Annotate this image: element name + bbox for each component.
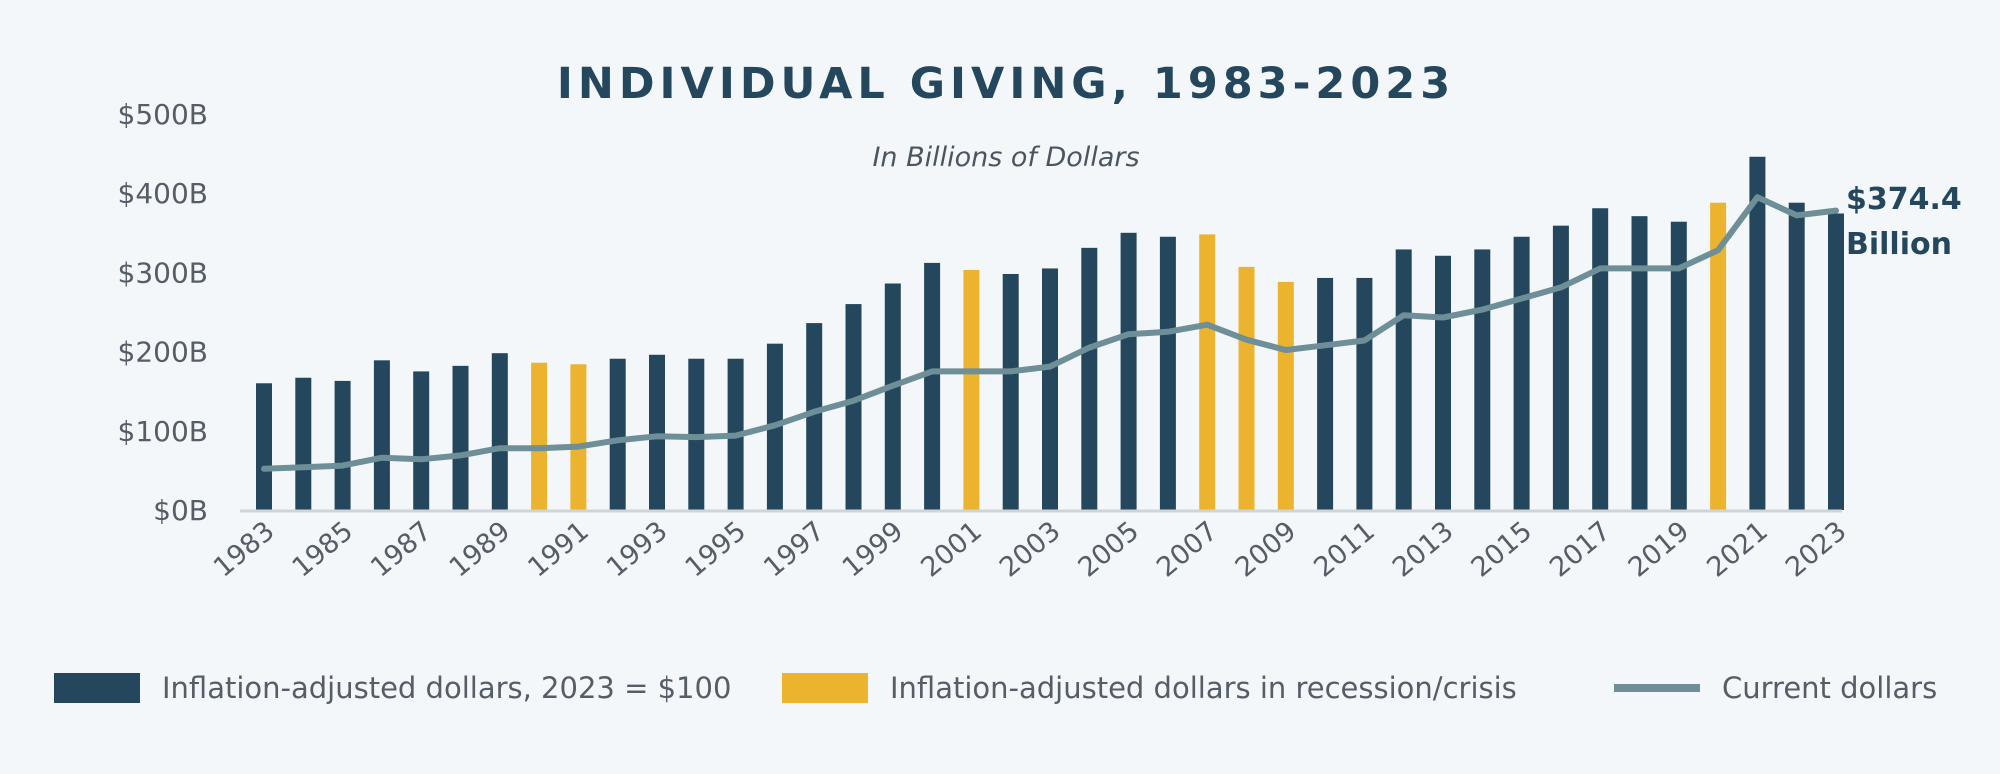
bar-2019 — [1670, 221, 1687, 510]
legend-swatch-navy — [54, 673, 140, 703]
x-tick-label: 2013 — [1387, 516, 1460, 584]
current-dollars-line — [261, 194, 1839, 472]
y-tick-label: $0B — [153, 494, 208, 527]
bar-1984 — [295, 377, 312, 510]
legend-swatch-line — [1614, 684, 1700, 692]
x-tick-label: 1987 — [365, 516, 438, 584]
legend-label-current-dollars: Current dollars — [1722, 671, 1938, 705]
x-tick-label: 2011 — [1308, 516, 1381, 584]
x-tick-label: 2015 — [1466, 516, 1539, 584]
x-tick-label: 1995 — [680, 516, 753, 584]
bar-1999 — [884, 283, 901, 510]
chart-subtitle: In Billions of Dollars — [872, 142, 1139, 173]
bars — [256, 156, 1844, 511]
y-tick-label: $300B — [118, 256, 208, 289]
bar-recession-2008 — [1238, 266, 1255, 510]
legend-item-inflation-adjusted: Inflation-adjusted dollars, 2023 = $100 — [54, 660, 731, 716]
legend-label-recession: Inflation-adjusted dollars in recession/… — [890, 671, 1517, 705]
bar-1988 — [452, 365, 469, 510]
x-tick-label: 1983 — [208, 516, 281, 584]
bar-2018 — [1631, 216, 1648, 510]
x-tick-label: 2007 — [1151, 516, 1224, 584]
chart-title: INDIVIDUAL GIVING, 1983-2023 — [557, 59, 1455, 109]
legend-item-recession: Inflation-adjusted dollars in recession/… — [782, 660, 1517, 716]
x-tick-label: 1991 — [522, 516, 595, 584]
bar-2002 — [1002, 273, 1019, 510]
bar-2006 — [1159, 236, 1176, 510]
bar-recession-2009 — [1277, 281, 1294, 510]
x-tick-label: 1993 — [601, 516, 674, 584]
bar-2013 — [1435, 255, 1451, 510]
bar-2014 — [1474, 249, 1491, 510]
x-tick-label: 1985 — [287, 516, 360, 584]
y-tick-label: $400B — [118, 177, 208, 210]
end-value-annotation-unit: Billion — [1846, 227, 1952, 262]
x-tick-label: 1999 — [837, 516, 910, 584]
x-axis: 1983 1985 1987 1989 1991 1993 1995 1997 1999 2001… — [208, 516, 1853, 584]
x-tick-label: 1997 — [758, 516, 831, 584]
x-tick-label: 2001 — [915, 516, 988, 584]
x-tick-label: 2003 — [994, 516, 1067, 584]
bar-recession-2001 — [963, 270, 980, 510]
bar-2012 — [1395, 249, 1412, 510]
bar-1993 — [649, 354, 665, 510]
bar-recession-2007 — [1199, 234, 1216, 510]
bar-2017 — [1592, 208, 1609, 511]
bar-2005 — [1120, 232, 1137, 511]
bar-1983 — [256, 383, 272, 510]
x-tick-label: 1989 — [444, 516, 517, 584]
x-tick-label: 2005 — [1073, 516, 1146, 584]
x-tick-label: 2017 — [1544, 516, 1617, 584]
bar-2000 — [924, 262, 941, 510]
bar-2022 — [1788, 202, 1805, 511]
y-tick-label: $200B — [118, 336, 208, 369]
bar-2015 — [1513, 236, 1530, 510]
x-tick-label: 2023 — [1780, 516, 1853, 584]
current-dollars-line-group — [261, 194, 1839, 472]
bar-2010 — [1317, 277, 1334, 510]
bar-2011 — [1356, 277, 1373, 510]
bar-2021 — [1749, 156, 1766, 510]
bar-recession-2020 — [1710, 202, 1727, 511]
y-axis: $0B $100B $200B $300B $400B $500B — [118, 98, 208, 527]
end-value-annotation-amount: $374.4 — [1846, 182, 1962, 217]
bar-1985 — [334, 380, 351, 510]
bar-2016 — [1552, 225, 1569, 510]
bar-1989 — [491, 353, 508, 510]
legend-label-inflation-adjusted: Inflation-adjusted dollars, 2023 = $100 — [162, 671, 732, 705]
bar-recession-1990 — [531, 362, 548, 510]
bar-1987 — [413, 371, 430, 510]
bar-2023 — [1828, 213, 1844, 510]
legend-swatch-gold — [782, 673, 868, 703]
bar-1986 — [373, 360, 390, 510]
y-tick-label: $100B — [118, 415, 208, 448]
y-tick-label: $500B — [118, 98, 208, 131]
bar-2004 — [1081, 247, 1098, 510]
x-tick-label: 2009 — [1230, 516, 1303, 584]
bar-1998 — [845, 304, 862, 510]
bar-1992 — [609, 358, 626, 510]
bar-1997 — [806, 323, 823, 510]
bar-recession-1991 — [570, 364, 587, 510]
x-tick-label: 2019 — [1623, 516, 1696, 584]
bar-2003 — [1042, 268, 1058, 510]
legend: Inflation-adjusted dollars, 2023 = $100 … — [0, 660, 2000, 716]
x-tick-label: 2021 — [1701, 516, 1774, 584]
legend-item-current-dollars: Current dollars — [1614, 660, 1937, 716]
